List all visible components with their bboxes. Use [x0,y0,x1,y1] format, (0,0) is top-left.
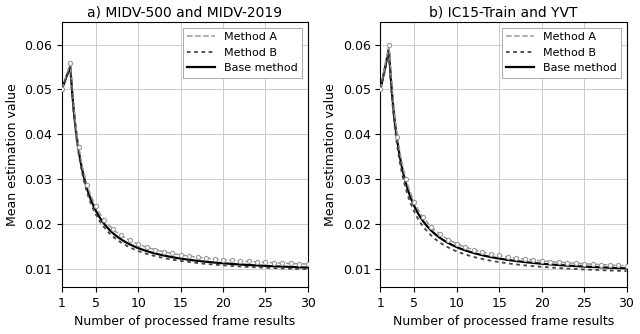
Line: Method A: Method A [380,45,627,266]
Method B [175,259,183,263]
Method A [205,257,212,261]
Y-axis label: Mean estimation value: Mean estimation value [6,83,19,226]
Method B [617,269,625,273]
Line: Method A: Method A [62,64,308,264]
Legend: Method A, Method B, Base method: Method A, Method B, Base method [183,28,302,78]
Legend: Method A, Method B, Base method: Method A, Method B, Base method [502,28,621,78]
Base method [299,266,307,270]
Line: Base method: Base method [380,49,627,268]
Base method [579,265,586,269]
Base method [304,266,312,270]
Method B [494,260,502,264]
Method B [524,264,531,268]
Line: Method B: Method B [62,67,308,269]
Method A [376,88,384,92]
Y-axis label: Mean estimation value: Mean estimation value [324,83,337,226]
Base method [524,260,531,264]
Base method [177,257,184,261]
Method B [260,266,268,270]
Method B [510,262,518,266]
Base method [495,257,503,261]
Method A [260,260,268,264]
Method A [385,43,393,47]
Method A [67,62,74,66]
Base method [385,47,393,51]
Method B [299,267,307,271]
Method B [177,259,184,263]
Method B [623,269,630,273]
Base method [260,264,268,268]
Base method [67,64,74,68]
Method A [495,254,503,258]
Method A [617,264,625,268]
Base method [494,256,502,260]
Method B [579,268,586,272]
Base method [175,256,183,260]
Method B [304,267,312,271]
X-axis label: Number of processed frame results: Number of processed frame results [393,315,614,328]
Method B [67,65,74,69]
Base method [191,259,199,263]
Method A [494,253,502,257]
Method A [524,258,531,262]
Method A [579,262,586,266]
Method A [175,253,183,257]
Method B [205,262,212,266]
X-axis label: Number of processed frame results: Number of processed frame results [74,315,296,328]
Base method [623,266,630,270]
Base method [58,88,66,92]
Method A [299,262,307,266]
Title: b) IC15-Train and YVT: b) IC15-Train and YVT [429,6,578,20]
Method B [495,260,503,264]
Line: Method B: Method B [380,54,627,271]
Method A [304,262,312,266]
Method A [191,255,199,259]
Title: a) MIDV-500 and MIDV-2019: a) MIDV-500 and MIDV-2019 [87,6,282,20]
Method B [376,88,384,92]
Method A [623,264,630,268]
Method A [177,253,184,257]
Base method [617,266,625,270]
Method A [510,256,518,260]
Method B [191,261,199,265]
Method B [385,52,393,56]
Line: Base method: Base method [62,66,308,268]
Base method [510,259,518,263]
Base method [205,260,212,264]
Method A [58,88,66,92]
Base method [376,88,384,92]
Method B [58,88,66,92]
